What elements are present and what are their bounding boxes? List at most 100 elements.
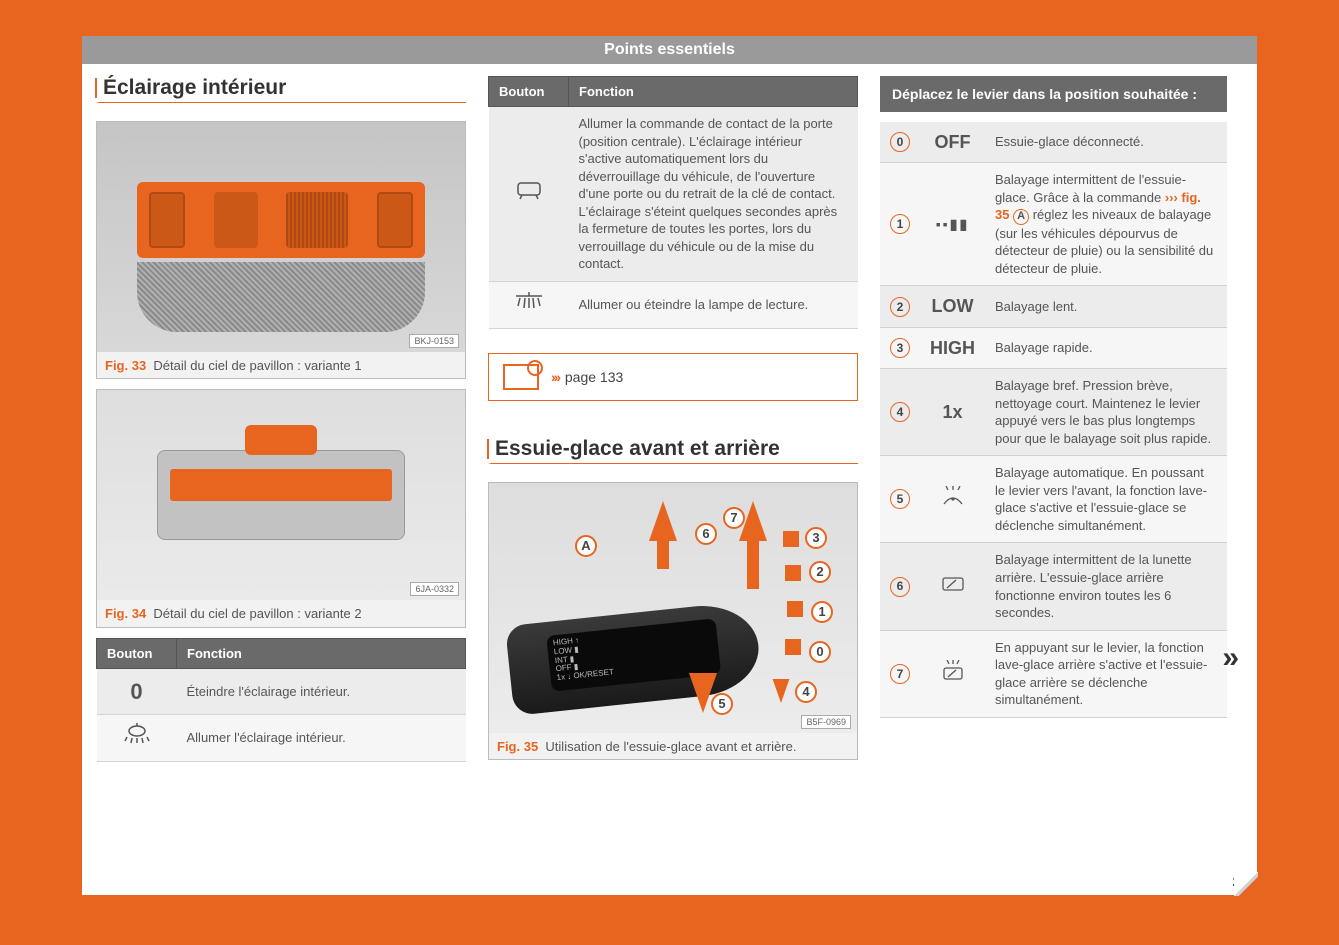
- lever-row: 6 Balayage intermittent de la lunette ar…: [880, 543, 1227, 630]
- lever-desc: Balayage intermittent de la lunette arri…: [985, 543, 1227, 630]
- figure-35-image: HIGH ↑ LOW ▮ INT ▮ OFF ▮ 1x ↓ OK/RESET A…: [489, 483, 857, 733]
- callout-7: 7: [723, 507, 745, 529]
- lever-num: 4: [890, 402, 910, 422]
- figure-34-image: 6JA-0332: [97, 390, 465, 600]
- figure-34: 6JA-0332 Fig. 34 Détail du ciel de pavil…: [96, 389, 466, 627]
- lever-row: 4 1x Balayage bref. Pression brève, nett…: [880, 369, 1227, 456]
- lever-num: 2: [890, 297, 910, 317]
- marker-sq-icon: [785, 565, 801, 581]
- figure-34-text: Détail du ciel de pavillon : variante 2: [153, 606, 361, 621]
- speaker-mesh-icon: [137, 262, 425, 332]
- table2-r2-fn: Allumer ou éteindre la lampe de lecture.: [569, 281, 858, 328]
- figure-35-label: Fig. 35: [497, 739, 538, 754]
- column-2: Bouton Fonction Allumer la commande de c…: [488, 76, 858, 865]
- callout-3: 3: [805, 527, 827, 549]
- marker-sq-icon: [783, 531, 799, 547]
- table2-th-fn: Fonction: [569, 77, 858, 107]
- figure-33-caption: Fig. 33 Détail du ciel de pavillon : var…: [97, 352, 465, 378]
- chevron-icon: ›››: [551, 369, 559, 385]
- lamp-body: [157, 450, 405, 540]
- arrow-stem-2-icon: [747, 539, 759, 589]
- lever-num: 3: [890, 338, 910, 358]
- wash-front-icon: [920, 456, 985, 543]
- lever-label: HIGH: [920, 327, 985, 368]
- rear-wiper-icon: [920, 543, 985, 630]
- figure-35-text: Utilisation de l'essuie-glace avant et a…: [545, 739, 796, 754]
- lever-label-intermittent-icon: ▪▪▮▮: [920, 163, 985, 286]
- book-icon: [503, 364, 539, 390]
- callout-4: 4: [795, 681, 817, 703]
- callout-6: 6: [695, 523, 717, 545]
- lever-desc-pre: Balayage intermittent de l'essuie-glace.…: [995, 172, 1186, 205]
- switch-right-icon: [377, 192, 413, 248]
- lever-row: 2 LOW Balayage lent.: [880, 286, 1227, 327]
- figure-33-label: Fig. 33: [105, 358, 146, 373]
- table-lighting-1: Bouton Fonction 0 Éteindre l'éclairage i…: [96, 638, 466, 762]
- lever-desc: Balayage lent.: [985, 286, 1227, 327]
- callout-1: 1: [811, 601, 833, 623]
- wash-rear-icon: [920, 630, 985, 717]
- figure-35-code: B5F-0969: [801, 715, 851, 729]
- figure-33-image: BKJ-0153: [97, 122, 465, 352]
- lever-num: 0: [890, 132, 910, 152]
- arrow-up-icon: [649, 501, 677, 541]
- header-bar: Points essentiels: [82, 36, 1257, 64]
- section-title-wiper: Essuie-glace avant et arrière: [488, 437, 858, 464]
- reading-lamp-icon: [489, 281, 569, 328]
- lever-desc: En appuyant sur le levier, la fonction l…: [985, 630, 1227, 717]
- lever-table-header: Déplacez le levier dans la position souh…: [880, 76, 1227, 112]
- continued-icon: »: [1222, 641, 1239, 675]
- lever-row: 0 OFF Essuie-glace déconnecté.: [880, 122, 1227, 163]
- figure-33-text: Détail du ciel de pavillon : variante 1: [153, 358, 361, 373]
- figure-33: BKJ-0153 Fig. 33 Détail du ciel de pavil…: [96, 121, 466, 379]
- lever-desc: Balayage bref. Pression brève, nettoyage…: [985, 369, 1227, 456]
- overhead-panel: [137, 182, 425, 258]
- arrow-down-2-icon: [773, 679, 790, 703]
- grille-icon: [286, 192, 348, 248]
- figure-35: HIGH ↑ LOW ▮ INT ▮ OFF ▮ 1x ↓ OK/RESET A…: [488, 482, 858, 760]
- door-contact-icon: [489, 107, 569, 282]
- table2-th-button: Bouton: [489, 77, 569, 107]
- column-1: Éclairage intérieur BKJ-0153 Fig. 33 Dét…: [96, 76, 466, 865]
- table-lighting-2: Bouton Fonction Allumer la commande de c…: [488, 76, 858, 329]
- table1-r1-fn: Éteindre l'éclairage intérieur.: [177, 668, 466, 715]
- callout-2: 2: [809, 561, 831, 583]
- section-title-lighting: Éclairage intérieur: [96, 76, 466, 103]
- light-on-icon: [97, 715, 177, 762]
- page-ref-text: page 133: [565, 369, 623, 385]
- page-curl-icon: [1234, 872, 1258, 896]
- table2-r1-fn: Allumer la commande de contact de la por…: [569, 107, 858, 282]
- lever-row: 1 ▪▪▮▮ Balayage intermittent de l'essuie…: [880, 163, 1227, 286]
- lamp-button-icon: [245, 425, 317, 455]
- callout-5: 5: [711, 693, 733, 715]
- lever-row: 3 HIGH Balayage rapide.: [880, 327, 1227, 368]
- lever-table: 0 OFF Essuie-glace déconnecté. 1 ▪▪▮▮ Ba…: [880, 122, 1227, 718]
- figure-35-caption: Fig. 35 Utilisation de l'essuie-glace av…: [489, 733, 857, 759]
- lever-desc: Balayage automatique. En poussant le lev…: [985, 456, 1227, 543]
- lever-label: LOW: [920, 286, 985, 327]
- lever-label: 1x: [920, 369, 985, 456]
- figure-34-code: 6JA-0332: [410, 582, 459, 596]
- lever-desc: Balayage rapide.: [985, 327, 1227, 368]
- column-3: Déplacez le levier dans la position souh…: [880, 76, 1227, 865]
- lever-num: 5: [890, 489, 910, 509]
- table1-r1-icon: 0: [97, 668, 177, 715]
- lever-desc: Essuie-glace déconnecté.: [985, 122, 1227, 163]
- figure-33-code: BKJ-0153: [409, 334, 459, 348]
- figure-34-caption: Fig. 34 Détail du ciel de pavillon : var…: [97, 600, 465, 626]
- marker-sq-icon: [785, 639, 801, 655]
- figure-34-label: Fig. 34: [105, 606, 146, 621]
- page: Points essentiels Éclairage intérieur BK…: [82, 36, 1257, 895]
- lever-num: 1: [890, 214, 910, 234]
- header-title: Points essentiels: [604, 41, 735, 59]
- callout-A-inline: A: [1013, 209, 1029, 225]
- table1-th-button: Bouton: [97, 638, 177, 668]
- lever-row: 5 Balayage automatique. En poussant le l…: [880, 456, 1227, 543]
- lever-row: 7 En appuyant sur le levier, la fonction…: [880, 630, 1227, 717]
- lever-num: 7: [890, 664, 910, 684]
- page-reference-box: ››› page 133: [488, 353, 858, 401]
- switch-left-icon: [149, 192, 185, 248]
- lever-desc: Balayage intermittent de l'essuie-glace.…: [985, 163, 1227, 286]
- arrow-stem-icon: [657, 539, 669, 569]
- lever-num: 6: [890, 577, 910, 597]
